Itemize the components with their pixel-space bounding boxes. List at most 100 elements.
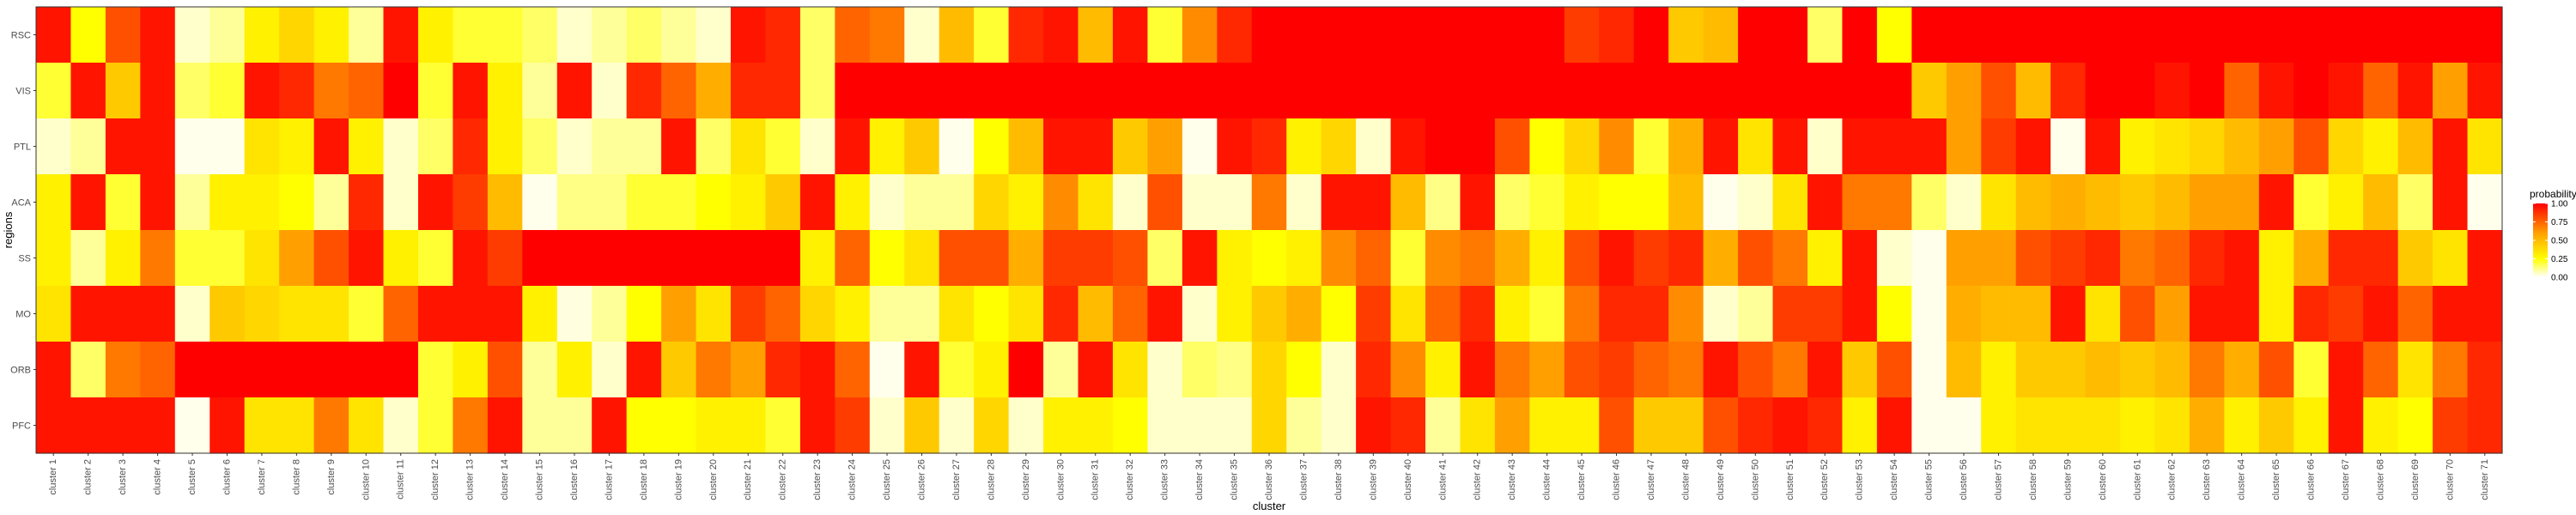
heatmap-cell (105, 63, 141, 119)
heatmap-cell (1494, 63, 1530, 119)
heatmap-cell (1460, 230, 1496, 287)
x-tick-label: cluster 9 (326, 459, 337, 495)
x-tick-label: cluster 71 (2480, 459, 2490, 500)
heatmap-cell (2363, 7, 2399, 64)
heatmap-cell (696, 63, 732, 119)
heatmap-cell (2224, 174, 2260, 231)
heatmap-cell (1147, 286, 1183, 342)
heatmap-cell (1286, 118, 1322, 175)
heatmap-cell (383, 342, 419, 398)
x-tick-label: cluster 46 (1612, 459, 1622, 500)
heatmap-cell (1981, 286, 2017, 342)
heatmap-cell (105, 342, 141, 398)
legend-tick-label: 0.00 (2551, 274, 2568, 283)
heatmap-cell (939, 63, 975, 119)
heatmap-cell (1078, 397, 1114, 454)
heatmap-cell (1842, 118, 1878, 175)
heatmap-cell (244, 230, 280, 287)
heatmap-cell (2328, 286, 2364, 342)
heatmap-cell (1668, 63, 1704, 119)
heatmap-cell (1112, 7, 1149, 64)
heatmap-cell (2397, 397, 2433, 454)
heatmap-cell (1008, 118, 1044, 175)
heatmap-cell (349, 174, 385, 231)
heatmap-cell (313, 174, 349, 231)
heatmap-cell (140, 342, 176, 398)
x-tick-label: cluster 18 (639, 459, 649, 500)
heatmap-cell (174, 7, 210, 64)
heatmap-cell (869, 230, 905, 287)
heatmap-cell (939, 397, 975, 454)
x-tick-label: cluster 63 (2202, 459, 2212, 500)
heatmap-cell (279, 230, 315, 287)
heatmap-cell (1668, 118, 1704, 175)
heatmap-cell (1147, 174, 1183, 231)
heatmap-cell (1668, 342, 1704, 398)
heatmap-cell (1112, 118, 1149, 175)
heatmap-cell (522, 342, 558, 398)
y-tick-label: ORB (10, 366, 31, 376)
heatmap-cell (731, 230, 767, 287)
heatmap-cell (1981, 7, 2017, 64)
heatmap-cell (1599, 118, 1635, 175)
heatmap-cell (2363, 286, 2399, 342)
heatmap-cell (2120, 342, 2156, 398)
heatmap-cell (313, 342, 349, 398)
heatmap-cell (592, 174, 628, 231)
heatmap-cell (1911, 63, 1947, 119)
heatmap-cell (140, 118, 176, 175)
x-tick-label: cluster 22 (778, 459, 788, 500)
heatmap-cell (70, 286, 106, 342)
heatmap-cell (799, 7, 835, 64)
x-tick-label: cluster 53 (1855, 459, 1865, 500)
heatmap-cell (556, 397, 592, 454)
heatmap-cell (2120, 63, 2156, 119)
heatmap-cell (904, 174, 940, 231)
heatmap-cell (1356, 286, 1392, 342)
heatmap-cell (1876, 342, 1912, 398)
heatmap-cell (453, 118, 489, 175)
heatmap-cell (1599, 7, 1635, 64)
heatmap-cell (2293, 118, 2330, 175)
heatmap-cell (279, 174, 315, 231)
x-tick-label: cluster 32 (1125, 459, 1135, 500)
heatmap-cell (140, 7, 176, 64)
heatmap-cell (1217, 63, 1253, 119)
heatmap-cell (105, 174, 141, 231)
x-tick-label: cluster 57 (1993, 459, 2003, 500)
heatmap-cell (417, 230, 454, 287)
x-tick-label: cluster 67 (2341, 459, 2351, 500)
x-tick-label: cluster 43 (1507, 459, 1517, 500)
heatmap-cell (522, 397, 558, 454)
heatmap-cell (765, 7, 801, 64)
heatmap-cell (2050, 397, 2087, 454)
heatmap-cell (2258, 118, 2294, 175)
heatmap-cell (1772, 174, 1808, 231)
heatmap-cell (1807, 342, 1844, 398)
heatmap-cell (417, 397, 454, 454)
heatmap-cell (2467, 397, 2503, 454)
heatmap-cell (1599, 342, 1635, 398)
heatmap-cell (2258, 63, 2294, 119)
heatmap-cell (974, 342, 1010, 398)
heatmap-cell (2293, 397, 2330, 454)
heatmap-cell (626, 118, 662, 175)
heatmap-cell (2433, 342, 2469, 398)
heatmap-cell (835, 7, 871, 64)
heatmap-cell (2050, 230, 2087, 287)
heatmap-cell (2467, 7, 2503, 64)
heatmap-cell (1876, 118, 1912, 175)
heatmap-cell (1703, 174, 1739, 231)
heatmap-cell (1529, 286, 1565, 342)
heatmap-cell (1425, 230, 1461, 287)
heatmap-cell (105, 230, 141, 287)
heatmap-cell (1494, 230, 1530, 287)
heatmap-cell (696, 286, 732, 342)
heatmap-cell (349, 63, 385, 119)
heatmap-cell (1876, 63, 1912, 119)
heatmap-cell (2397, 7, 2433, 64)
heatmap-cell (904, 342, 940, 398)
heatmap-cell (1946, 230, 1982, 287)
heatmap-cell (36, 174, 72, 231)
heatmap-cell (2363, 63, 2399, 119)
